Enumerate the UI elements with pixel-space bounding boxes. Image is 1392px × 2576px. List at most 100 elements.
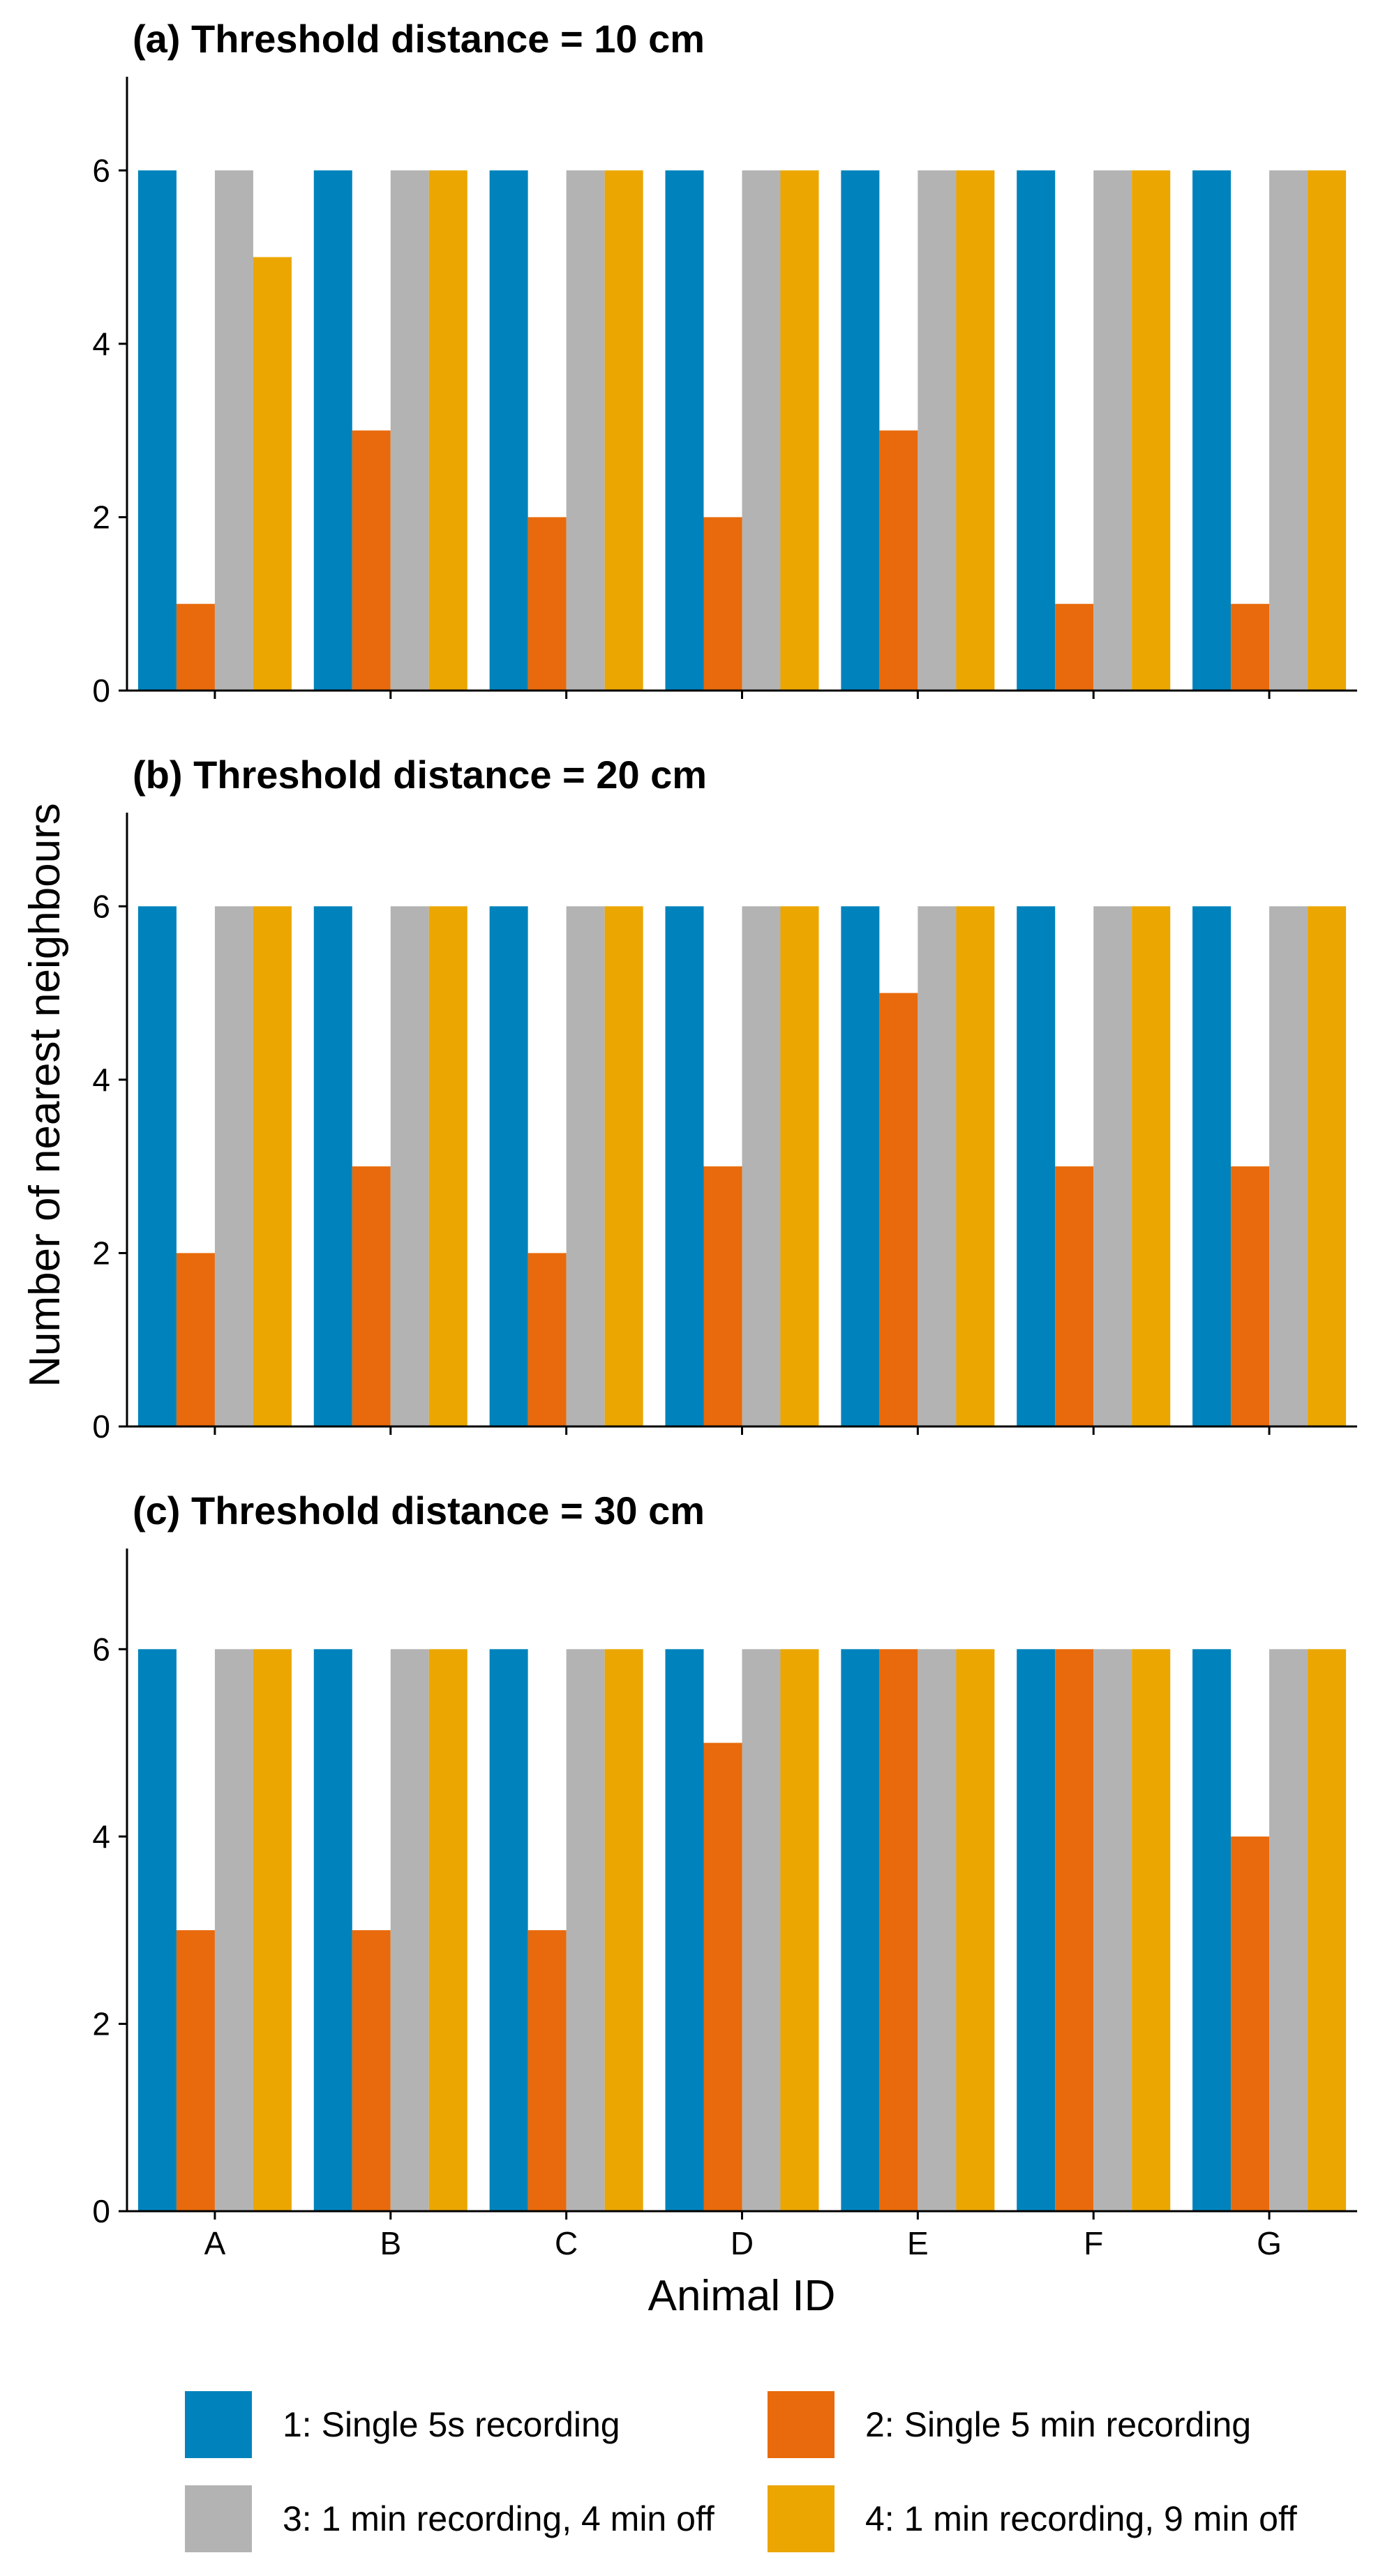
bar-A-series-4 xyxy=(253,906,292,1426)
bar-B-series-1 xyxy=(313,906,352,1426)
bar-F-series-1 xyxy=(1017,906,1056,1426)
bar-D-series-3 xyxy=(742,1649,781,2211)
bar-E-series-3 xyxy=(918,906,957,1426)
bar-B-series-3 xyxy=(390,170,429,691)
bar-B-series-2 xyxy=(352,1166,391,1426)
panel-title: (c) Threshold distance = 30 cm xyxy=(133,1489,705,1532)
bar-E-series-2 xyxy=(879,1649,918,2211)
legend-item-4: 4: 1 min recording, 9 min off xyxy=(768,2485,1297,2552)
y-tick-label: 4 xyxy=(92,1818,110,1855)
bar-C-series-1 xyxy=(489,170,528,691)
y-tick-label: 6 xyxy=(92,152,110,188)
bar-C-series-1 xyxy=(489,906,528,1426)
panel-2: (b) Threshold distance = 20 cm 0 2 4 6 xyxy=(92,753,1357,1445)
bar-A-series-3 xyxy=(214,170,253,691)
bar-C-series-2 xyxy=(527,1253,567,1426)
y-tick-label: 2 xyxy=(92,499,110,535)
bar-A-series-1 xyxy=(137,170,177,691)
bar-G-series-2 xyxy=(1231,1836,1270,2211)
bar-D-series-2 xyxy=(703,517,742,691)
legend-swatch xyxy=(768,2485,835,2552)
bar-D-series-1 xyxy=(665,906,704,1426)
legend-swatch xyxy=(185,2391,252,2458)
bar-D-series-1 xyxy=(665,1649,704,2211)
y-tick-label: 6 xyxy=(92,888,110,924)
bar-E-series-2 xyxy=(879,993,918,1426)
legend-label: 4: 1 min recording, 9 min off xyxy=(865,2499,1297,2538)
bar-A-series-2 xyxy=(176,1930,215,2211)
legend-label: 1: Single 5s recording xyxy=(283,2405,620,2444)
bar-D-series-3 xyxy=(742,906,781,1426)
y-tick-label: 2 xyxy=(92,2005,110,2042)
legend-item-3: 3: 1 min recording, 4 min off xyxy=(185,2485,714,2552)
bar-D-series-4 xyxy=(780,1649,819,2211)
bar-E-series-4 xyxy=(956,1649,995,2211)
bar-E-series-4 xyxy=(956,906,995,1426)
bar-C-series-4 xyxy=(604,906,643,1426)
bar-G-series-4 xyxy=(1308,1649,1347,2211)
panel-3: (c) Threshold distance = 30 cm 0 2 4 6 A B C D E F… xyxy=(92,1489,1357,2261)
bar-E-series-1 xyxy=(841,170,880,691)
y-tick-label: 6 xyxy=(92,1631,110,1667)
bar-E-series-4 xyxy=(956,170,995,691)
y-tick-label: 0 xyxy=(92,1408,110,1445)
bar-F-series-1 xyxy=(1017,1649,1056,2211)
bar-C-series-2 xyxy=(527,517,567,691)
bar-A-series-3 xyxy=(214,906,253,1426)
bar-G-series-4 xyxy=(1308,906,1347,1426)
y-tick-label: 4 xyxy=(92,1062,110,1098)
x-tick-label: F xyxy=(1084,2225,1103,2261)
bar-C-series-3 xyxy=(566,906,605,1426)
x-tick-label: B xyxy=(380,2225,401,2261)
bar-B-series-2 xyxy=(352,430,391,691)
bar-G-series-4 xyxy=(1308,170,1347,691)
bar-A-series-4 xyxy=(253,1649,292,2211)
bar-G-series-2 xyxy=(1231,603,1270,691)
bar-G-series-1 xyxy=(1192,1649,1232,2211)
x-tick-label: D xyxy=(731,2225,754,2261)
y-tick-label: 4 xyxy=(92,326,110,362)
panel-title: (a) Threshold distance = 10 cm xyxy=(133,17,705,61)
bar-F-series-2 xyxy=(1055,1166,1094,1426)
legend-item-2: 2: Single 5 min recording xyxy=(768,2391,1251,2458)
bar-B-series-4 xyxy=(428,1649,467,2211)
bar-F-series-2 xyxy=(1055,603,1094,691)
bar-F-series-3 xyxy=(1093,1649,1132,2211)
bar-C-series-1 xyxy=(489,1649,528,2211)
legend-swatch xyxy=(768,2391,835,2458)
bar-F-series-1 xyxy=(1017,170,1056,691)
bar-F-series-4 xyxy=(1132,906,1171,1426)
bar-C-series-4 xyxy=(604,1649,643,2211)
bar-B-series-3 xyxy=(390,1649,429,2211)
bar-E-series-1 xyxy=(841,1649,880,2211)
bar-C-series-3 xyxy=(566,170,605,691)
bar-G-series-1 xyxy=(1192,170,1232,691)
bar-E-series-3 xyxy=(918,1649,957,2211)
x-tick-label: A xyxy=(204,2225,226,2261)
bar-C-series-2 xyxy=(527,1930,567,2211)
bar-A-series-4 xyxy=(253,257,292,691)
bar-G-series-3 xyxy=(1269,170,1308,691)
bar-A-series-1 xyxy=(137,1649,177,2211)
bar-D-series-4 xyxy=(780,906,819,1426)
bar-B-series-3 xyxy=(390,906,429,1426)
bar-C-series-3 xyxy=(566,1649,605,2211)
bar-F-series-3 xyxy=(1093,906,1132,1426)
bar-C-series-4 xyxy=(604,170,643,691)
bar-B-series-4 xyxy=(428,906,467,1426)
legend-swatch xyxy=(185,2485,252,2552)
y-tick-label: 0 xyxy=(92,672,110,709)
bar-E-series-2 xyxy=(879,430,918,691)
bar-B-series-4 xyxy=(428,170,467,691)
bar-E-series-1 xyxy=(841,906,880,1426)
x-tick-label: C xyxy=(555,2225,578,2261)
legend-label: 2: Single 5 min recording xyxy=(865,2405,1251,2444)
bar-G-series-3 xyxy=(1269,1649,1308,2211)
y-axis-title: Number of nearest neighbours xyxy=(21,803,69,1387)
legend-item-1: 1: Single 5s recording xyxy=(185,2391,620,2458)
bar-A-series-1 xyxy=(137,906,177,1426)
bar-A-series-2 xyxy=(176,603,215,691)
